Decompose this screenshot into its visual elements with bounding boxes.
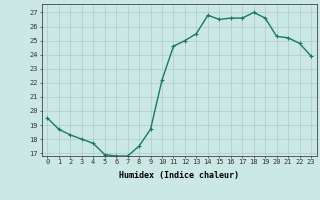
X-axis label: Humidex (Indice chaleur): Humidex (Indice chaleur) [119,171,239,180]
